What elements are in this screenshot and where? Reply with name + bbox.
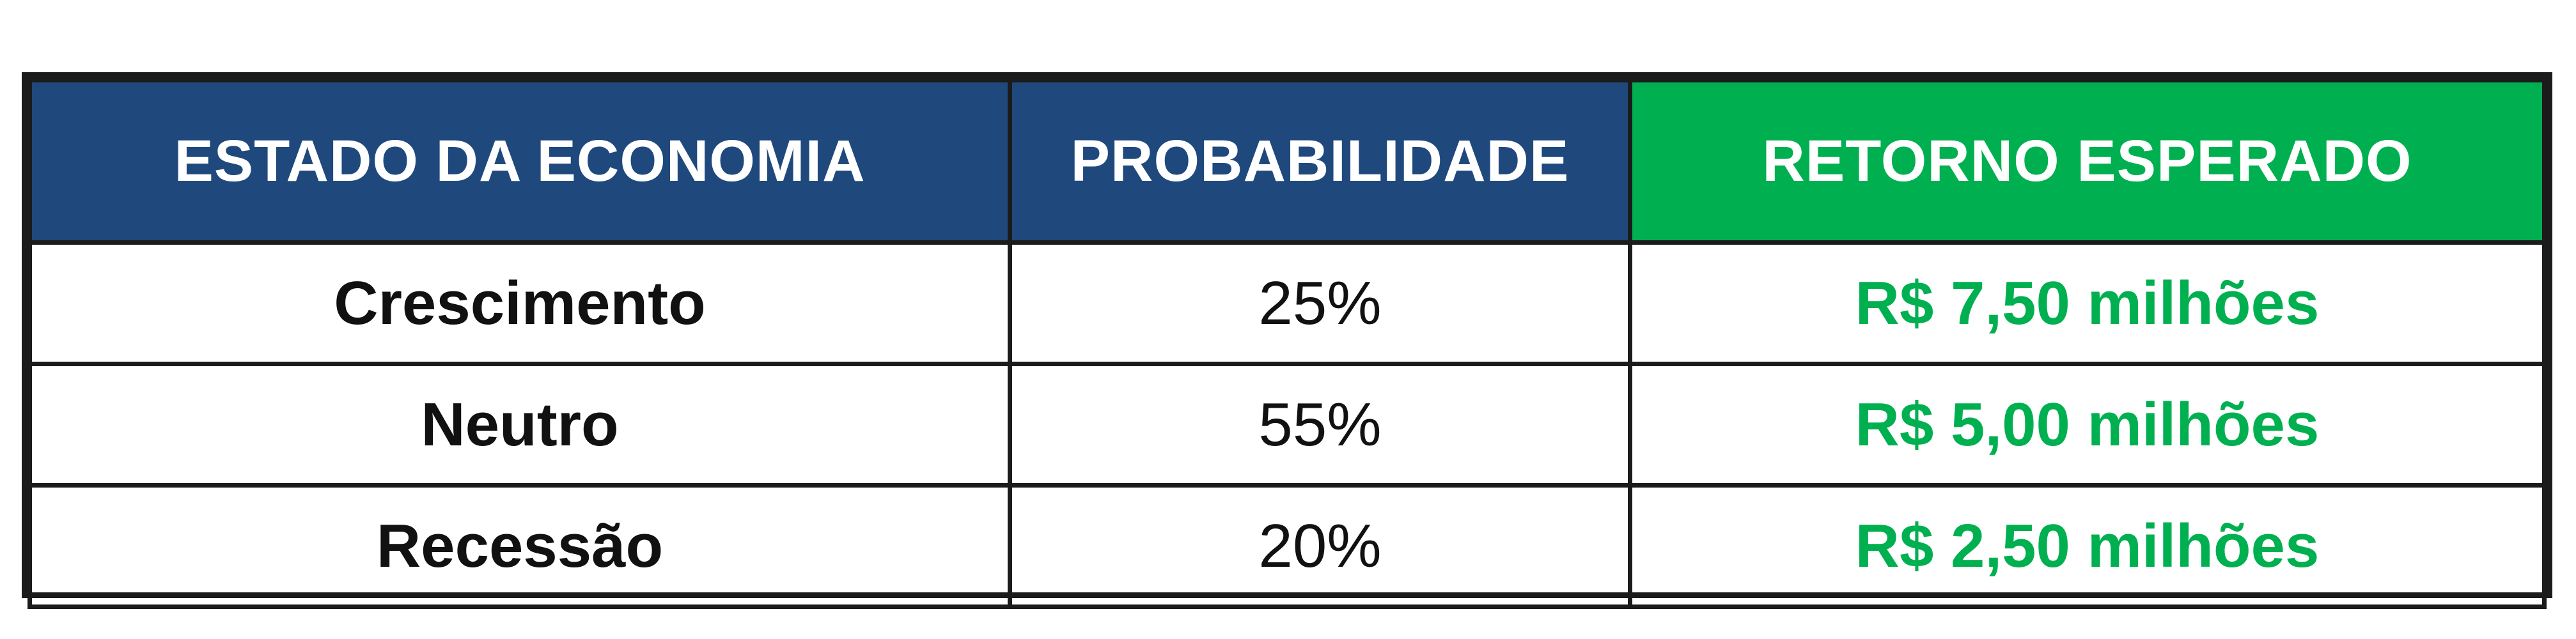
scenarios-table: ESTADO DA ECONOMIA PROBABILIDADE RETORNO… [27,78,2547,609]
economy-scenarios-table: ESTADO DA ECONOMIA PROBABILIDADE RETORNO… [22,72,2552,609]
expected-return-cell: R$ 2,50 milhões [1628,483,2547,609]
expected-return-cell: R$ 5,00 milhões [1628,362,2547,488]
probability-cell: 55% [1008,362,1632,488]
table-row: Neutro 55% R$ 5,00 milhões [27,362,2547,488]
header-probability: PROBABILIDADE [1008,78,1632,245]
state-cell: Recessão [27,483,1012,609]
probability-cell: 25% [1008,240,1632,366]
expected-return-cell: R$ 7,50 milhões [1628,240,2547,366]
header-economy-state: ESTADO DA ECONOMIA [27,78,1012,245]
table-header: ESTADO DA ECONOMIA PROBABILIDADE RETORNO… [27,78,2547,245]
state-cell: Crescimento [27,240,1012,366]
probability-cell: 20% [1008,483,1632,609]
table-row: Recessão 20% R$ 2,50 milhões [27,483,2547,609]
table-row: Crescimento 25% R$ 7,50 milhões [27,240,2547,366]
state-cell: Neutro [27,362,1012,488]
table-body: Crescimento 25% R$ 7,50 milhões Neutro 5… [27,240,2547,609]
header-expected-return: RETORNO ESPERADO [1628,78,2547,245]
header-row: ESTADO DA ECONOMIA PROBABILIDADE RETORNO… [27,78,2547,245]
